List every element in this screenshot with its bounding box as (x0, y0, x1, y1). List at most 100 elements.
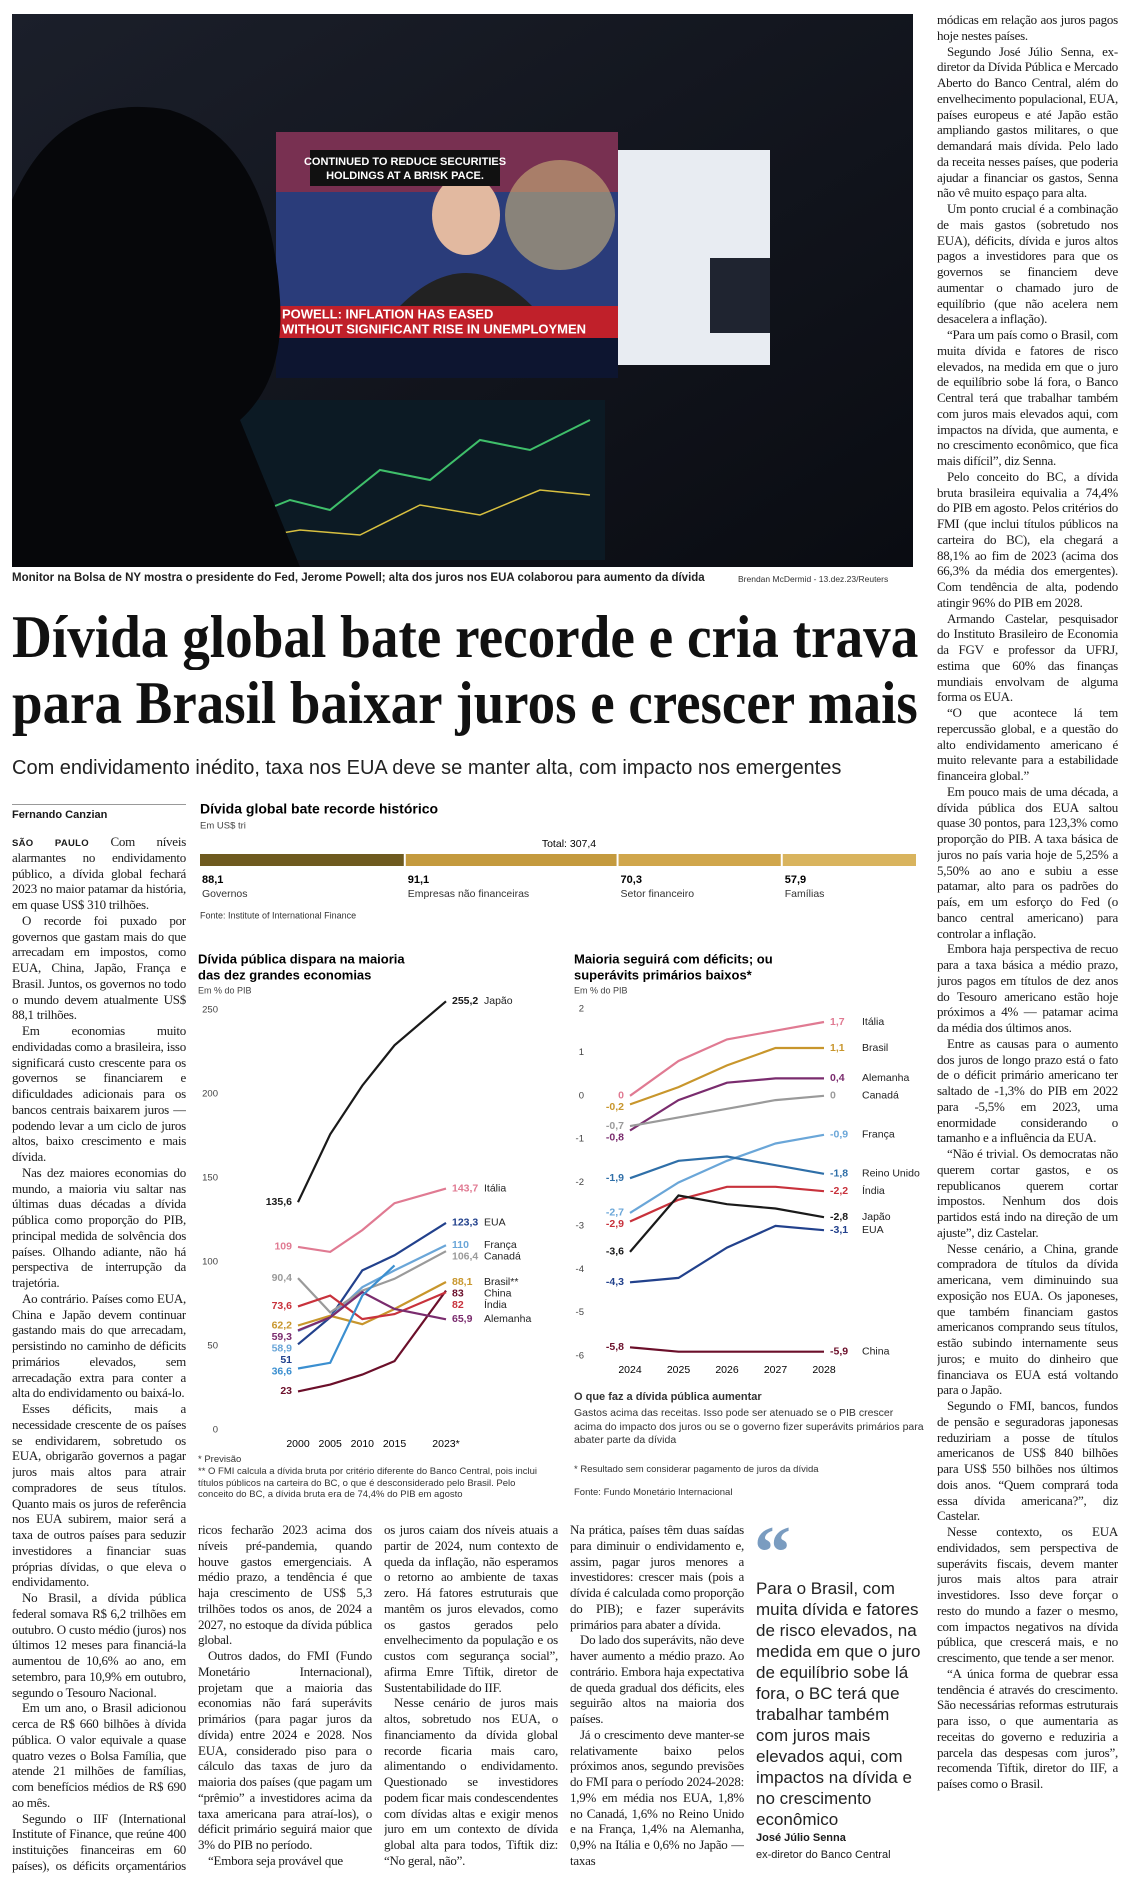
series-name: China (862, 1345, 890, 1357)
series-line (297, 1291, 447, 1321)
paragraph: Do lado dos superávits, não deve haver a… (570, 1632, 744, 1726)
series-name: França (862, 1129, 895, 1141)
series-name: Brasil** (484, 1276, 518, 1288)
end-value-label: -1,8 (830, 1168, 848, 1180)
end-value-label: 65,9 (452, 1313, 473, 1325)
text-column: os juros caiam dos níveis atuais a parti… (384, 1522, 558, 1874)
series-line (297, 1250, 447, 1314)
screen-text: HOLDINGS AT A BRISK PACE. (326, 170, 484, 182)
y-tick-label: 0 (579, 1090, 584, 1101)
paragraph: “O que acontece lá tem repercussão globa… (937, 705, 1118, 783)
paragraph: Embora haja perspectiva de recuo para a … (937, 941, 1118, 1035)
end-value-label: 143,7 (452, 1182, 478, 1194)
paragraph: Segundo o FMI, bancos, fundos de pensão … (937, 1398, 1118, 1524)
series-name: Itália (484, 1182, 506, 1194)
bar-segment (200, 854, 404, 866)
y-tick-label: -2 (576, 1177, 584, 1188)
paragraph: Nesse cenário de juros mais altos, sobre… (384, 1695, 558, 1868)
x-tick-label: 2028 (812, 1364, 836, 1376)
series-name: Brasil (862, 1042, 888, 1054)
start-value-label: 62,2 (272, 1319, 293, 1331)
start-value-label: -0,7 (606, 1120, 624, 1132)
paragraph: SÃO PAULO Com níveis alarmantes no endiv… (12, 834, 186, 913)
paragraph: os juros caiam dos níveis atuais a parti… (384, 1522, 558, 1695)
category-label: Governos (202, 888, 248, 900)
series-line (629, 1020, 825, 1097)
series-line (629, 1046, 824, 1106)
series-name: Reino Unido (862, 1168, 920, 1180)
x-tick-label: 2025 (667, 1364, 691, 1376)
screen-text: CONTINUED TO REDUCE SECURITIES (304, 156, 506, 168)
paragraph: Armando Castelar, pesquisador do Institu… (937, 610, 1118, 705)
paragraph: Entre as causas para o aumento dos juros… (937, 1035, 1118, 1146)
series-line (297, 1187, 447, 1254)
explainer-text: Gastos acima das receitas. Isso pode ser… (574, 1407, 924, 1446)
y-tick-label: 2 (579, 1004, 584, 1015)
chart-note: * Resultado sem considerar pagamento de … (574, 1464, 819, 1475)
y-tick-label: -5 (576, 1307, 584, 1318)
x-tick-label: 2023* (432, 1438, 459, 1450)
start-value-label: -2,9 (606, 1218, 624, 1230)
value-label: 91,1 (408, 874, 429, 886)
screen-text: WITHOUT SIGNIFICANT RISE IN UNEMPLOYMEN (282, 321, 586, 336)
series-line (297, 1289, 447, 1393)
start-value-label: 0 (618, 1090, 624, 1102)
photo: CONTINUED TO REDUCE SECURITIES HOLDINGS … (12, 14, 913, 568)
start-value-label: -2,7 (606, 1207, 624, 1219)
screen-text: POWELL: INFLATION HAS EASED (282, 306, 493, 321)
chart-unit: Em US$ tri (200, 821, 246, 832)
chart-source: Fonte: Institute of International Financ… (200, 910, 356, 920)
chart-note: * Previsão (198, 1454, 242, 1465)
x-tick-label: 2000 (286, 1438, 310, 1450)
x-tick-label: 2027 (764, 1364, 788, 1376)
photo-caption: Monitor na Bolsa de NY mostra o presiden… (12, 572, 705, 584)
headline: Dívida global bate recorde e cria trava (12, 604, 919, 670)
tv-suit (400, 273, 532, 306)
end-value-label: -2,8 (830, 1211, 848, 1223)
paragraph: Outros dados, do FMI (Fundo Monetário In… (198, 1648, 372, 1852)
bar-segment (405, 854, 617, 866)
byline: Fernando Canzian (12, 804, 186, 821)
start-value-label: 73,6 (272, 1300, 293, 1312)
quote-mark: “ (754, 1512, 791, 1594)
series-line (629, 1346, 824, 1353)
paragraph: “Para um país como o Brasil, com muita d… (937, 327, 1118, 468)
paragraph: Nesse contexto, os EUA endividados, sem … (937, 1524, 1118, 1665)
quote-author: José Júlio Senna (756, 1832, 846, 1844)
end-value-label: 1,1 (830, 1042, 845, 1054)
x-tick-label: 2024 (618, 1364, 642, 1376)
start-value-label: 90,4 (272, 1272, 293, 1284)
series-line (297, 1000, 447, 1203)
paragraph: módicas em relação aos juros pagos hoje … (937, 12, 1118, 43)
x-tick-label: 2026 (715, 1364, 739, 1376)
tv-lower-third (276, 306, 618, 338)
start-value-label: 109 (274, 1241, 292, 1253)
series-name: França (484, 1239, 517, 1251)
series-name: Japão (484, 995, 513, 1007)
tv-ticker (276, 338, 618, 378)
start-value-label: -1,9 (606, 1172, 624, 1184)
series-line (629, 1155, 825, 1180)
y-tick-label: -6 (576, 1351, 584, 1362)
end-value-label: 123,3 (452, 1217, 478, 1229)
y-tick-label: 1 (579, 1047, 584, 1058)
series-line (629, 1077, 824, 1132)
start-value-label: -0,2 (606, 1101, 624, 1113)
y-tick-label: -1 (576, 1134, 584, 1145)
end-value-label: 1,7 (830, 1016, 845, 1028)
end-value-label: 255,2 (452, 995, 478, 1007)
chart-source: Fonte: Fundo Monetário Internacional (574, 1487, 733, 1498)
y-tick-label: 100 (202, 1257, 218, 1268)
value-label: 70,3 (621, 874, 642, 886)
lower-monitor (225, 400, 605, 560)
value-label: 88,1 (202, 874, 223, 886)
series-name: Alemanha (862, 1072, 909, 1084)
x-tick-label: 2005 (318, 1438, 342, 1450)
end-value-label: 0 (830, 1090, 836, 1102)
monitor-chart (239, 419, 591, 521)
nys-sign (710, 258, 770, 333)
series-line (629, 1094, 825, 1128)
series-line (297, 1281, 447, 1327)
